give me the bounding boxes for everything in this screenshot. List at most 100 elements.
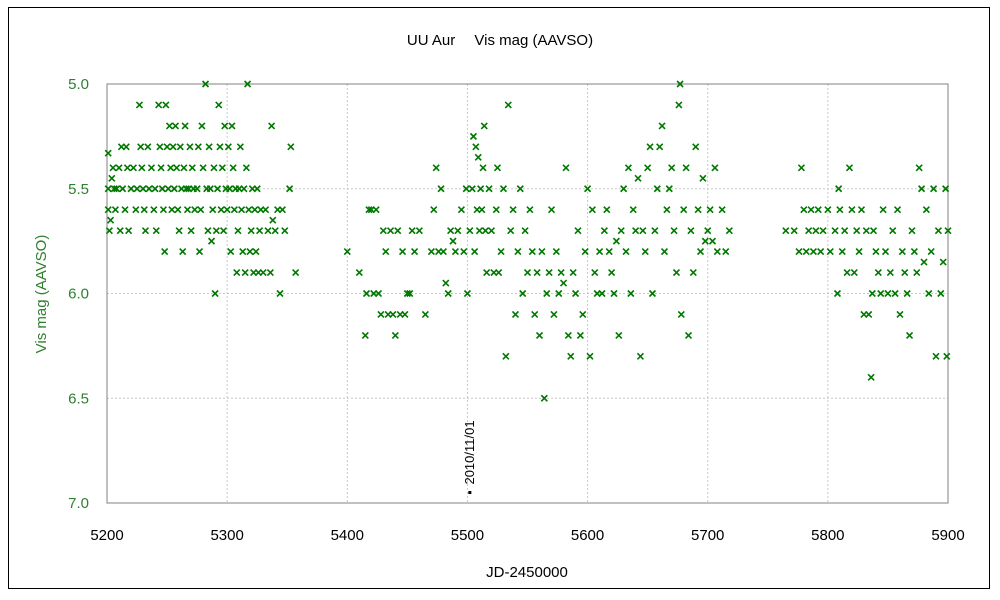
data-point — [511, 310, 520, 319]
data-point — [608, 268, 616, 277]
data-point — [668, 164, 676, 172]
data-point — [586, 352, 594, 360]
data-point — [171, 122, 180, 130]
data-point — [701, 237, 709, 245]
data-point — [144, 143, 152, 151]
data-point — [141, 227, 150, 235]
data-point — [533, 268, 541, 277]
data-point — [460, 248, 468, 256]
data-point — [877, 289, 885, 298]
data-point — [817, 248, 825, 256]
data-point — [176, 143, 184, 151]
data-point — [281, 227, 289, 235]
data-point — [246, 248, 254, 256]
data-point — [833, 289, 842, 298]
data-point — [891, 289, 899, 298]
data-point — [472, 143, 480, 151]
data-point — [391, 331, 399, 339]
data-point — [183, 206, 192, 214]
data-point — [188, 164, 196, 172]
data-point — [658, 122, 666, 130]
chart-title: UU Aur Vis mag (AAVSO) — [407, 32, 593, 49]
data-point — [838, 248, 846, 256]
data-point — [145, 185, 153, 193]
data-point — [790, 227, 798, 235]
data-point — [648, 289, 657, 298]
data-point — [432, 164, 440, 172]
data-point — [264, 227, 272, 235]
data-point — [543, 289, 551, 298]
data-point — [292, 268, 300, 277]
x-tick-label: 5300 — [210, 527, 243, 544]
data-point — [377, 310, 385, 319]
data-point — [374, 289, 383, 298]
data-point — [562, 164, 570, 172]
data-point — [256, 227, 264, 235]
data-point — [526, 206, 534, 214]
data-point — [571, 289, 580, 298]
data-point — [262, 206, 270, 214]
data-point — [268, 122, 276, 130]
data-point — [216, 143, 224, 151]
data-point — [598, 289, 606, 298]
data-point — [925, 289, 933, 298]
data-point — [187, 227, 195, 235]
data-point — [943, 352, 951, 360]
data-point — [107, 216, 115, 224]
data-point — [198, 122, 206, 130]
data-point — [629, 206, 637, 214]
data-point — [477, 185, 485, 193]
data-point — [230, 206, 238, 214]
data-point — [454, 227, 462, 235]
data-point — [401, 310, 409, 319]
data-point — [636, 352, 644, 360]
data-point — [519, 289, 527, 298]
data-point — [521, 227, 529, 235]
data-point — [247, 227, 255, 235]
annotation-layer: 2010/11/01 — [462, 420, 477, 495]
data-point — [462, 185, 470, 193]
data-point — [474, 153, 482, 161]
data-point — [471, 248, 479, 256]
data-point — [596, 248, 604, 256]
data-point — [468, 185, 476, 193]
data-point — [805, 227, 813, 235]
data-point — [528, 248, 536, 256]
data-point — [641, 248, 649, 256]
data-point — [576, 331, 584, 339]
data-point — [253, 185, 261, 193]
data-point — [639, 227, 647, 235]
data-point — [372, 206, 380, 214]
data-point — [278, 206, 286, 214]
data-point — [104, 185, 112, 193]
data-point — [218, 164, 226, 172]
data-point — [343, 248, 351, 256]
data-point — [694, 206, 702, 214]
data-point — [802, 248, 810, 256]
data-point — [550, 310, 558, 319]
data-point — [152, 227, 160, 235]
data-point — [584, 185, 592, 193]
data-point — [718, 206, 726, 214]
data-point — [191, 206, 199, 214]
data-point — [227, 248, 235, 256]
data-point — [569, 268, 577, 277]
data-point — [874, 268, 882, 277]
data-point — [867, 373, 875, 381]
data-point — [600, 227, 608, 235]
data-point — [886, 268, 894, 277]
data-point — [670, 227, 678, 235]
data-point — [932, 352, 940, 360]
data-point — [386, 227, 395, 235]
data-point — [237, 206, 246, 214]
data-point — [164, 185, 172, 193]
data-point — [123, 164, 131, 172]
data-point — [812, 227, 820, 235]
data-point — [479, 164, 487, 172]
data-point — [538, 248, 546, 256]
x-tick-label: 5600 — [571, 527, 604, 544]
data-point — [514, 248, 522, 256]
data-point — [617, 227, 625, 235]
data-point — [564, 331, 572, 339]
data-point — [782, 227, 790, 235]
